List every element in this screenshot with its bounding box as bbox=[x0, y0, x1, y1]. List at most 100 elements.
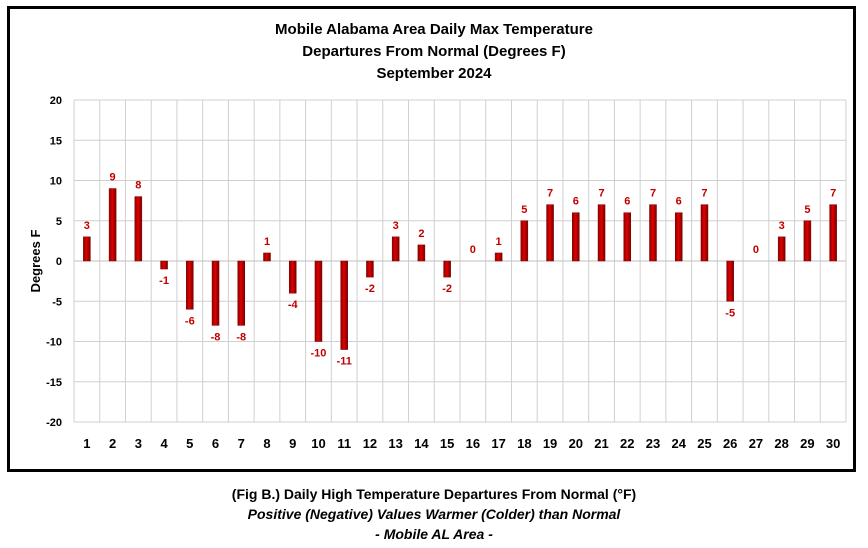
x-tick-label: 30 bbox=[826, 436, 840, 451]
x-tick-label: 17 bbox=[491, 436, 505, 451]
chart-title-line-2: Departures From Normal (Degrees F) bbox=[302, 43, 566, 60]
x-tick-label: 6 bbox=[212, 436, 219, 451]
data-label: 1 bbox=[496, 236, 502, 248]
bar bbox=[572, 212, 580, 262]
x-tick-label: 21 bbox=[594, 436, 608, 451]
x-tick-label: 1 bbox=[83, 436, 90, 451]
bar bbox=[340, 260, 348, 350]
bar bbox=[83, 236, 91, 262]
bar bbox=[494, 252, 503, 262]
chart-frame bbox=[7, 6, 856, 472]
x-tick-label: 23 bbox=[646, 436, 660, 451]
data-label: 6 bbox=[573, 196, 579, 208]
x-tick-label: 19 bbox=[543, 436, 557, 451]
data-label: -5 bbox=[725, 307, 735, 319]
caption-line-1: (Fig B.) Daily High Temperature Departur… bbox=[231, 486, 637, 502]
data-label: 6 bbox=[676, 196, 682, 208]
x-tick-label: 2 bbox=[109, 436, 116, 451]
y-tick-label: -15 bbox=[46, 377, 62, 389]
data-label: 7 bbox=[598, 188, 604, 200]
data-label: -11 bbox=[337, 356, 352, 368]
bar bbox=[108, 188, 117, 262]
bar bbox=[366, 260, 374, 278]
x-tick-label: 26 bbox=[723, 436, 737, 451]
data-label: -8 bbox=[211, 331, 221, 343]
x-tick-label: 27 bbox=[749, 436, 763, 451]
data-label: -2 bbox=[442, 283, 452, 295]
bar bbox=[803, 220, 812, 262]
data-label: 7 bbox=[830, 188, 836, 200]
data-label: 5 bbox=[521, 204, 527, 216]
bar bbox=[777, 236, 786, 262]
x-tick-label: 12 bbox=[363, 436, 377, 451]
bar bbox=[263, 252, 271, 262]
data-label: -10 bbox=[311, 348, 327, 360]
caption-line-3: - Mobile AL Area - bbox=[375, 526, 493, 542]
bar bbox=[829, 204, 837, 262]
bar bbox=[700, 204, 709, 262]
bar bbox=[443, 260, 451, 278]
bar bbox=[417, 244, 426, 262]
x-tick-label: 28 bbox=[774, 436, 788, 451]
bar bbox=[211, 260, 220, 326]
bar bbox=[649, 204, 657, 262]
y-tick-label: 10 bbox=[50, 176, 62, 188]
bar bbox=[674, 212, 683, 262]
x-tick-label: 3 bbox=[135, 436, 142, 451]
data-label: 5 bbox=[804, 204, 810, 216]
bar bbox=[237, 260, 246, 326]
x-tick-label: 14 bbox=[414, 436, 429, 451]
y-tick-label: 15 bbox=[50, 135, 62, 147]
x-tick-label: 25 bbox=[697, 436, 711, 451]
chart-title-line-1: Mobile Alabama Area Daily Max Temperatur… bbox=[275, 21, 593, 38]
data-label: 7 bbox=[701, 188, 707, 200]
caption-line-2: Positive (Negative) Values Warmer (Colde… bbox=[247, 506, 621, 522]
y-tick-label: 0 bbox=[56, 256, 62, 268]
bar bbox=[520, 220, 529, 262]
x-tick-label: 16 bbox=[466, 436, 480, 451]
bar bbox=[623, 212, 632, 262]
x-tick-label: 15 bbox=[440, 436, 454, 451]
y-tick-label: -20 bbox=[46, 417, 62, 429]
data-label: 0 bbox=[753, 244, 759, 256]
data-label: -6 bbox=[185, 315, 195, 327]
y-tick-label: -10 bbox=[46, 337, 62, 349]
bar bbox=[314, 260, 323, 342]
x-tick-label: 11 bbox=[337, 436, 351, 451]
chart-title-line-3: September 2024 bbox=[376, 65, 492, 82]
y-tick-label: -5 bbox=[52, 296, 62, 308]
bar bbox=[134, 196, 143, 262]
bar bbox=[160, 260, 168, 270]
y-tick-label: 20 bbox=[50, 95, 62, 107]
data-label: 8 bbox=[135, 180, 141, 192]
data-label: -2 bbox=[365, 283, 375, 295]
x-tick-label: 22 bbox=[620, 436, 634, 451]
data-label: 1 bbox=[264, 236, 270, 248]
data-label: 9 bbox=[110, 172, 116, 184]
y-axis-label: Degrees F bbox=[28, 230, 43, 293]
x-tick-label: 20 bbox=[569, 436, 583, 451]
x-tick-label: 29 bbox=[800, 436, 814, 451]
bar bbox=[391, 236, 400, 262]
data-label: 7 bbox=[547, 188, 553, 200]
bar bbox=[546, 204, 554, 262]
data-label: 3 bbox=[779, 220, 785, 232]
x-tick-label: 7 bbox=[238, 436, 245, 451]
data-label: -4 bbox=[288, 299, 299, 311]
data-label: 3 bbox=[84, 220, 90, 232]
data-label: -8 bbox=[236, 331, 246, 343]
y-tick-label: 5 bbox=[56, 216, 62, 228]
x-tick-label: 10 bbox=[311, 436, 325, 451]
bar bbox=[186, 260, 194, 310]
x-tick-label: 5 bbox=[186, 436, 193, 451]
bar bbox=[726, 260, 734, 302]
x-tick-label: 13 bbox=[388, 436, 402, 451]
data-label: 0 bbox=[470, 244, 476, 256]
data-label: -1 bbox=[159, 275, 169, 287]
data-label: 3 bbox=[393, 220, 399, 232]
data-label: 6 bbox=[624, 196, 630, 208]
x-tick-label: 9 bbox=[289, 436, 296, 451]
data-label: 7 bbox=[650, 188, 656, 200]
x-tick-label: 8 bbox=[263, 436, 270, 451]
